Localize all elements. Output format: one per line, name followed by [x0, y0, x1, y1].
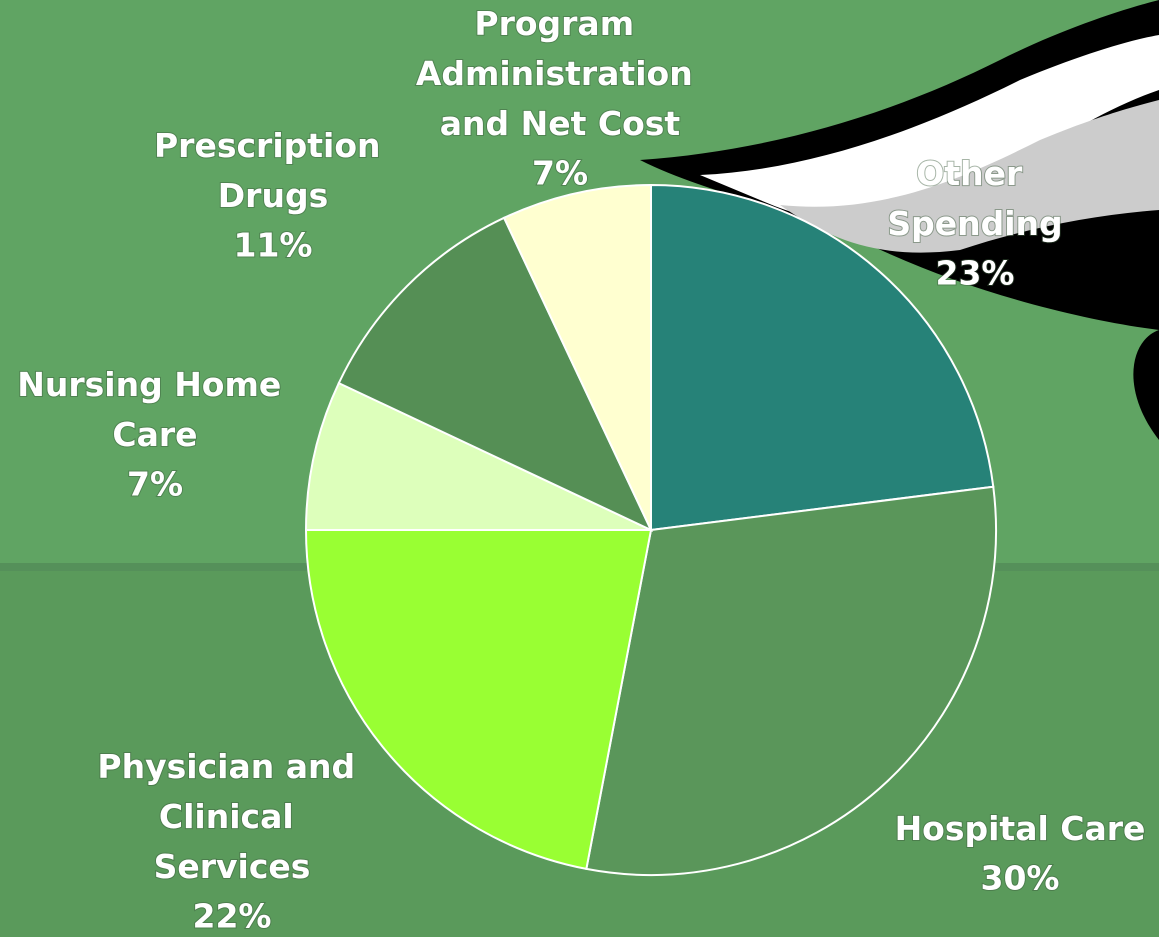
- chart: Other Spending23%Hospital Care30%Physici…: [0, 0, 1159, 937]
- slice-value-label: 7%: [532, 154, 588, 193]
- slice-value-label: 7%: [127, 465, 183, 504]
- slice-value-label: 11%: [234, 226, 313, 265]
- slice-value-label: 23%: [936, 254, 1015, 293]
- slice-value-label: 22%: [193, 897, 272, 936]
- slice-value-label: 30%: [981, 859, 1060, 898]
- slice-label: Hospital Care: [895, 809, 1146, 848]
